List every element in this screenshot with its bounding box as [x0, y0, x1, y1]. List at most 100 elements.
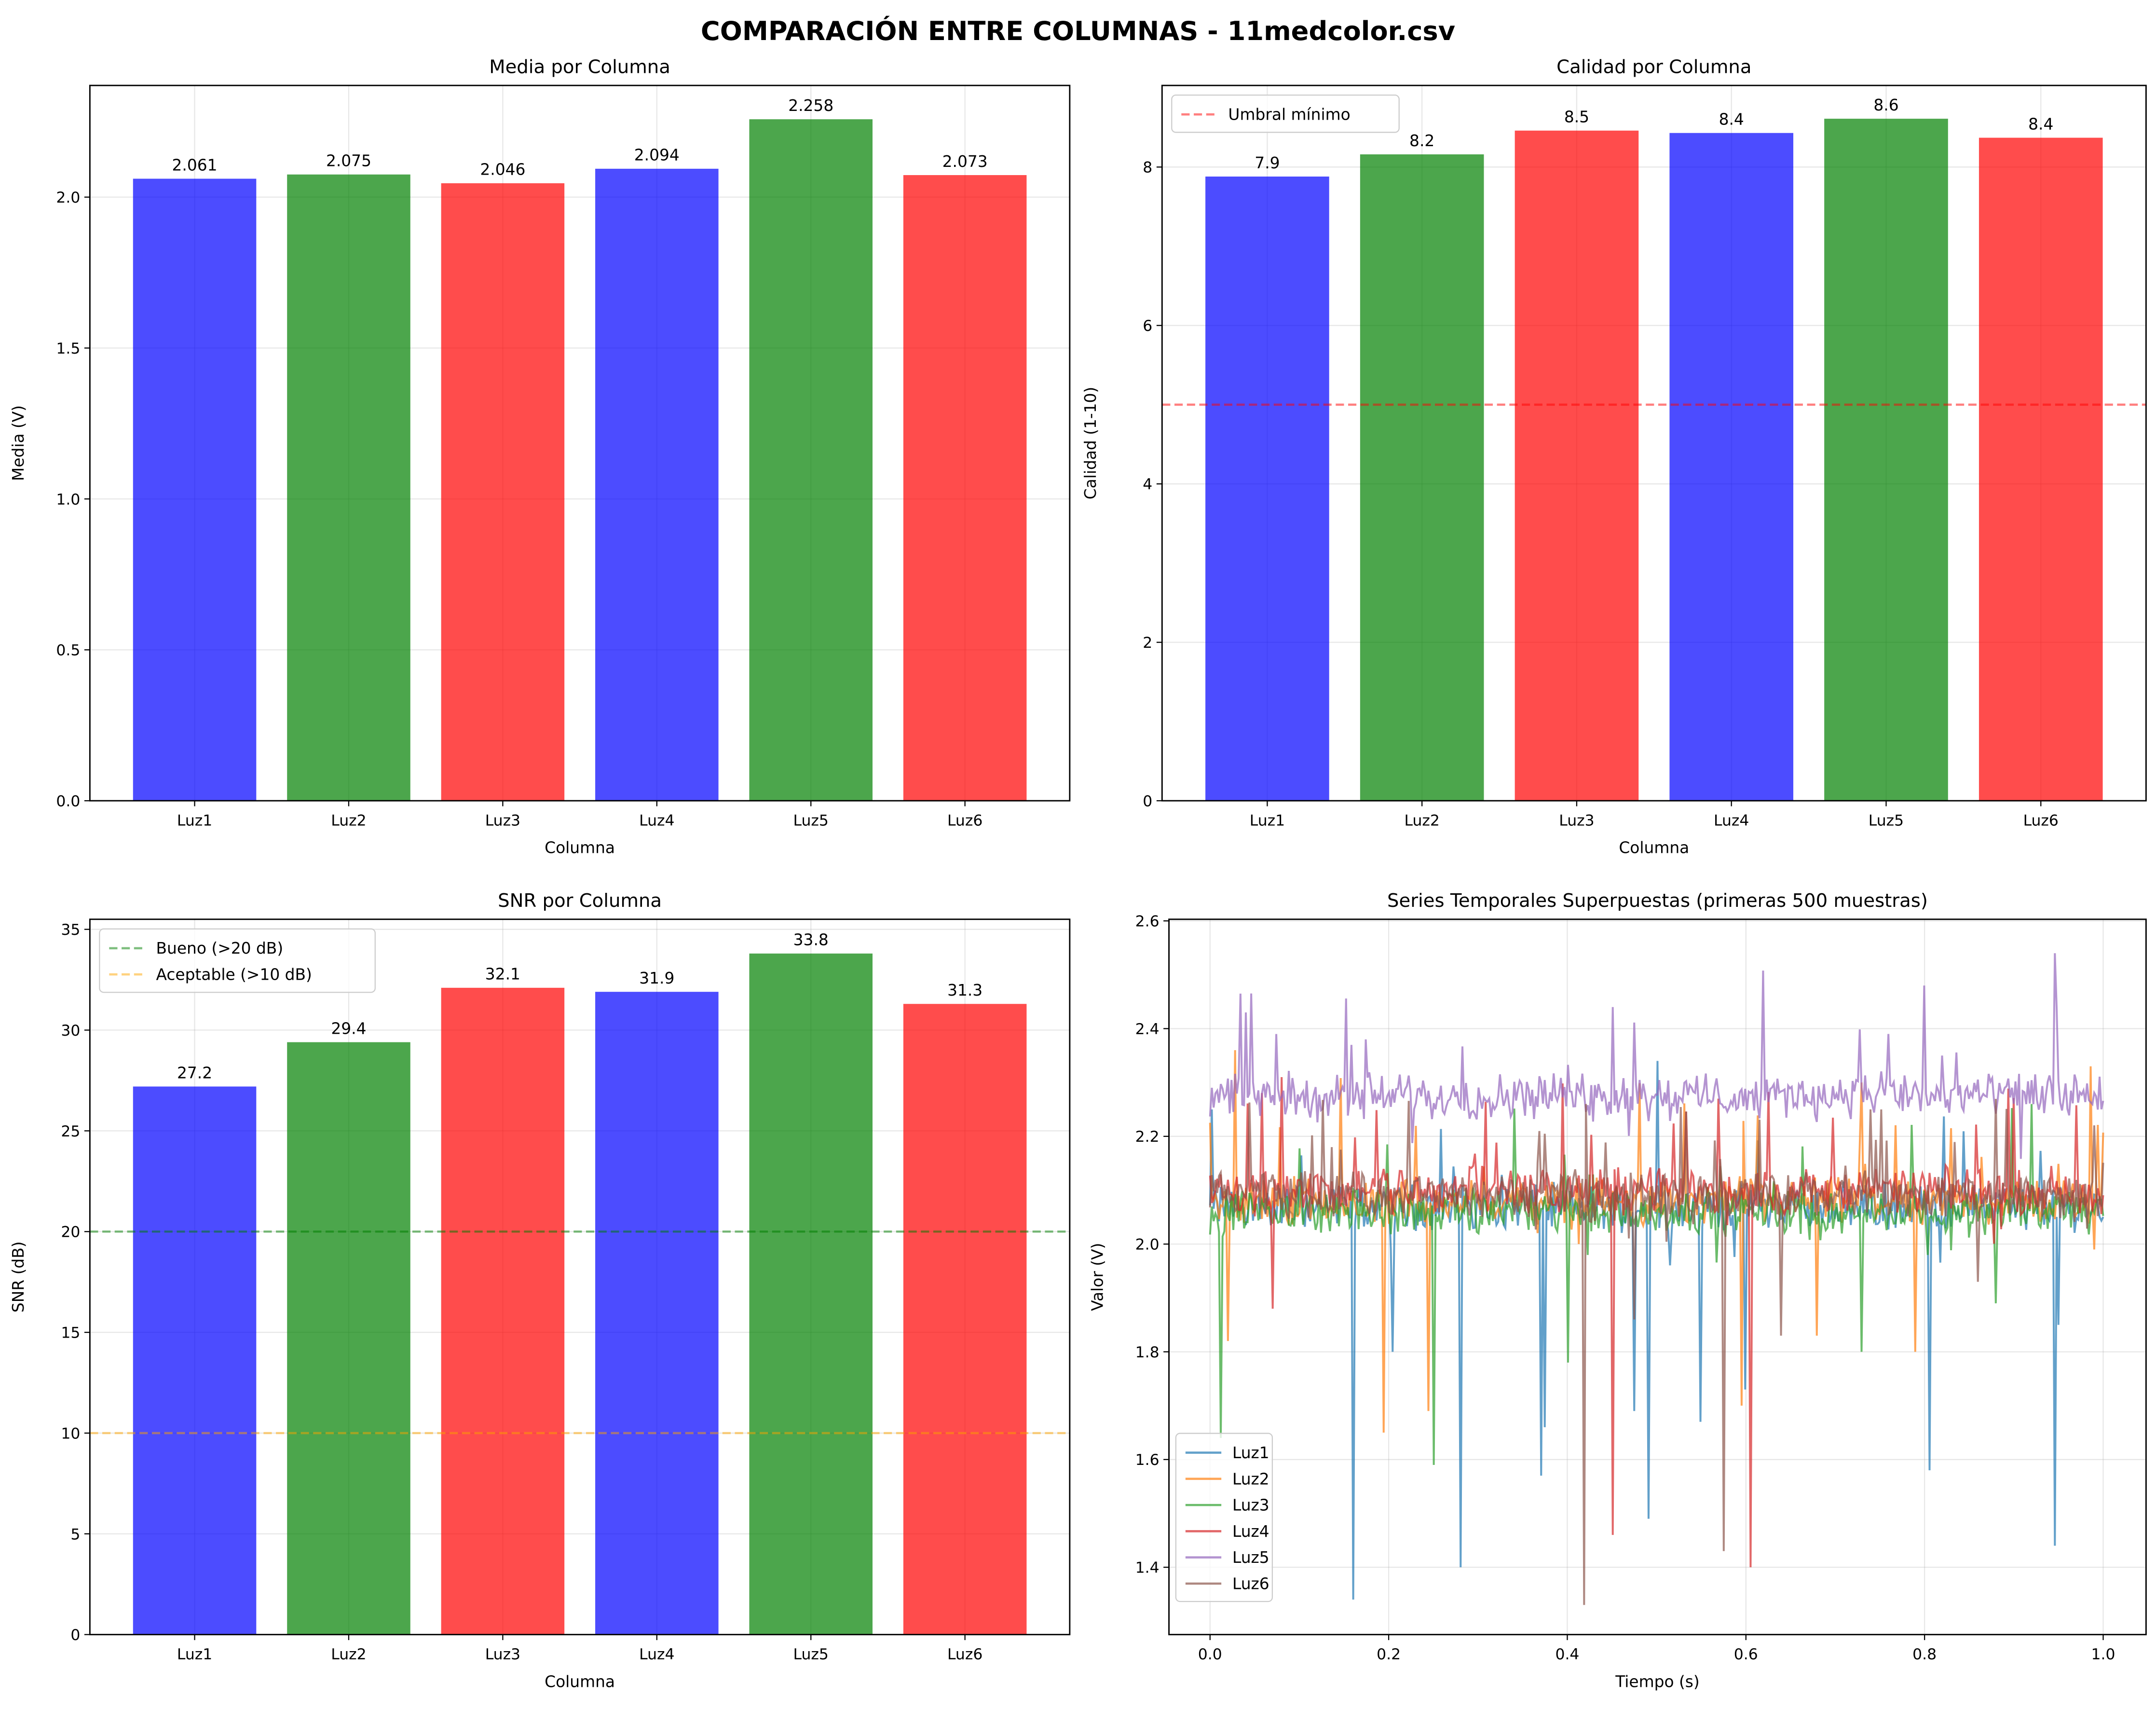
x-tick-label: Luz4 — [639, 812, 674, 829]
bar-luz3 — [441, 987, 565, 1635]
data-label: 8.5 — [1564, 108, 1589, 126]
bar-luz5 — [749, 953, 873, 1635]
y-axis-label: Calidad (1-10) — [1081, 387, 1100, 500]
subplot-2: 7.9 8.2 8.5 8.4 8.6 8.4 0 2 4 6 8 Luz1 Luz2 Luz3 Luz4 L… — [1081, 56, 2147, 857]
x-tick-label: 0.8 — [1912, 1646, 1937, 1663]
x-axis-label: Columna — [545, 839, 615, 857]
x-tick-label: Luz6 — [947, 812, 982, 829]
y-tick-label: 30 — [61, 1022, 80, 1039]
bar-luz2 — [287, 1042, 410, 1635]
subplot-1: 2.061 2.075 2.046 2.094 2.258 2.073 0.0 0.5 1.0 1… — [9, 56, 1071, 857]
data-label: 32.1 — [485, 965, 520, 984]
x-tick-label: 0.4 — [1555, 1646, 1579, 1663]
x-tick-label: Luz4 — [639, 1646, 674, 1663]
y-tick-label: 10 — [61, 1425, 80, 1442]
data-label: 8.2 — [1409, 132, 1434, 150]
x-tick-label: Luz6 — [2023, 812, 2059, 829]
x-tick-label: Luz2 — [331, 812, 366, 829]
y-axis-label: Valor (V) — [1088, 1243, 1106, 1311]
bar-luz4 — [595, 168, 719, 801]
x-axis-label: Tiempo (s) — [1615, 1672, 1700, 1691]
legend-label: Luz6 — [1232, 1574, 1269, 1593]
y-tick-label: 1.4 — [1135, 1559, 1160, 1577]
bar-luz6 — [1979, 137, 2103, 801]
y-tick-label: 2.0 — [56, 189, 80, 206]
x-tick-label: 0.2 — [1377, 1646, 1401, 1663]
bar-luz6 — [903, 175, 1027, 801]
data-label: 2.073 — [942, 152, 988, 171]
axes-frame — [1161, 84, 2147, 802]
axes-frame — [1168, 918, 2147, 1636]
y-axis-label: Media (V) — [9, 405, 27, 481]
x-axis-label: Columna — [1619, 839, 1689, 857]
x-tick-label: Luz3 — [485, 1646, 520, 1663]
subplot-title: Series Temporales Superpuestas (primeras… — [1387, 890, 1928, 912]
x-tick-label: Luz2 — [331, 1646, 366, 1663]
bar-luz1 — [133, 1086, 257, 1635]
y-tick-label: 2.0 — [1135, 1236, 1160, 1254]
subplot-4: 1.4 1.6 1.8 2.0 2.2 2.4 2.6 0.0 0.2 0.4 0.6 0.8 1.0 S… — [1088, 890, 2147, 1691]
y-tick-label: 8 — [1143, 159, 1152, 177]
series-line-luz4 — [1209, 1077, 2104, 1568]
legend-box — [1175, 1433, 1273, 1602]
x-tick-label: Luz5 — [793, 812, 829, 829]
bar-luz2 — [287, 174, 410, 801]
series-line-luz3 — [1209, 1104, 2104, 1465]
subplot-3: 27.2 29.4 32.1 31.9 33.8 31.3 0 5 10 15 20 25 30 35 Lu… — [9, 890, 1071, 1691]
y-tick-label: 35 — [61, 921, 80, 939]
y-tick-label: 1.6 — [1135, 1451, 1160, 1469]
x-tick-label: Luz6 — [947, 1646, 982, 1663]
legend-label: Bueno (>20 dB) — [156, 939, 283, 957]
data-label: 2.258 — [788, 96, 833, 115]
legend-label: Aceptable (>10 dB) — [156, 966, 312, 984]
legend-label: Umbral mínimo — [1228, 106, 1350, 124]
data-label: 27.2 — [177, 1064, 212, 1082]
x-tick-label: Luz4 — [1714, 812, 1749, 829]
y-tick-label: 2.2 — [1135, 1128, 1160, 1146]
y-tick-label: 5 — [70, 1526, 80, 1543]
y-tick-label: 0.5 — [56, 642, 80, 659]
data-label: 31.3 — [947, 981, 982, 999]
y-tick-label: 4 — [1143, 476, 1152, 493]
y-tick-label: 0 — [70, 1627, 80, 1644]
bar-luz4 — [595, 992, 719, 1635]
y-tick-label: 0 — [1143, 793, 1152, 810]
legend-label: Luz3 — [1232, 1496, 1269, 1515]
bar-luz5 — [749, 119, 873, 801]
subplot-title: Calidad por Columna — [1556, 56, 1751, 78]
x-tick-label: Luz2 — [1405, 812, 1440, 829]
x-tick-label: Luz3 — [1559, 812, 1594, 829]
legend-box — [99, 928, 376, 993]
bar-luz2 — [1360, 154, 1484, 801]
x-tick-label: Luz1 — [177, 812, 212, 829]
subplot-title: SNR por Columna — [498, 890, 662, 912]
x-tick-label: 0.0 — [1198, 1646, 1222, 1663]
data-label: 2.061 — [172, 156, 218, 174]
x-tick-label: Luz1 — [177, 1646, 212, 1663]
y-tick-label: 6 — [1143, 317, 1152, 335]
y-tick-label: 0.0 — [56, 793, 80, 810]
data-label: 2.094 — [634, 146, 680, 164]
subplot-title: Media por Columna — [489, 56, 670, 78]
legend-label: Luz4 — [1232, 1522, 1269, 1541]
data-label: 31.9 — [639, 969, 674, 987]
data-label: 2.075 — [326, 152, 371, 170]
y-tick-label: 20 — [61, 1224, 80, 1241]
y-tick-label: 2 — [1143, 634, 1152, 652]
data-label: 8.4 — [2028, 115, 2053, 133]
bar-luz1 — [1205, 177, 1329, 801]
legend-box — [1171, 95, 1400, 133]
y-tick-label: 2.6 — [1135, 913, 1160, 930]
x-axis-label: Columna — [545, 1672, 615, 1691]
legend-label: Luz2 — [1232, 1470, 1269, 1488]
series-line-luz6 — [1209, 1099, 2104, 1605]
data-label: 8.4 — [1719, 110, 1744, 129]
axes-frame — [89, 918, 1071, 1636]
bar-luz3 — [441, 183, 565, 801]
data-label: 33.8 — [793, 931, 829, 949]
x-tick-label: 1.0 — [2091, 1646, 2115, 1663]
bar-luz4 — [1669, 133, 1794, 801]
x-tick-label: Luz1 — [1250, 812, 1285, 829]
x-tick-label: 0.6 — [1734, 1646, 1758, 1663]
